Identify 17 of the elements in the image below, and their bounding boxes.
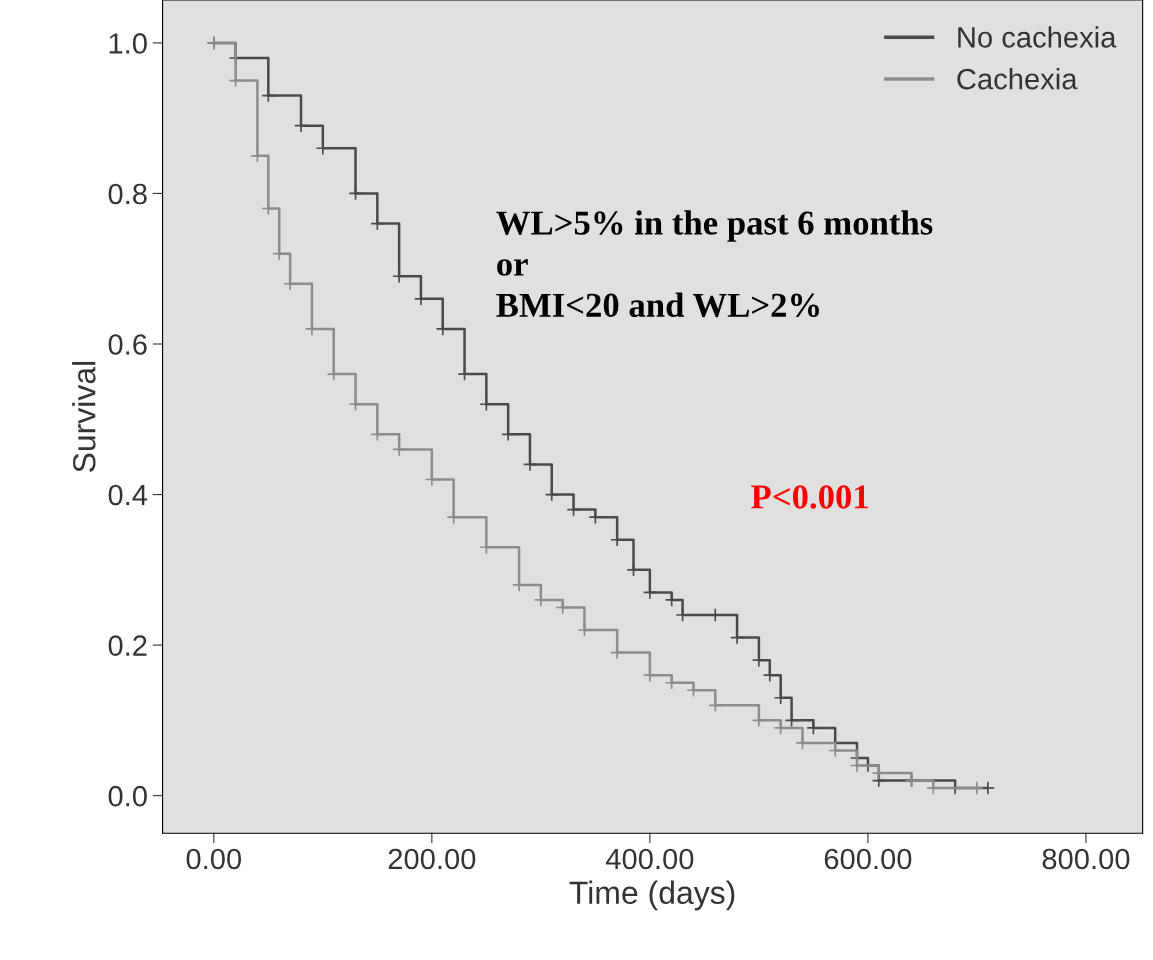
y-tick-label: 0.2 (108, 635, 147, 656)
x-tick-label: 600.00 (824, 848, 912, 870)
y-axis-title: Survival (72, 361, 96, 472)
x-tick-label: 0.00 (186, 848, 242, 870)
y-tick-label: 0.6 (108, 334, 147, 355)
annotation: P<0.001 (751, 485, 868, 509)
legend-label: Cachexia (957, 68, 1078, 90)
legend-label: No cachexia (958, 26, 1117, 48)
x-axis-title: Time (days) (569, 880, 735, 911)
y-tick-label: 0.0 (108, 785, 147, 807)
annotation: WL>5% in the past 6 months or BMI<20 and WL>2% (496, 210, 933, 318)
y-tick-label: 1.0 (109, 33, 147, 54)
x-tick-label: 800.00 (1042, 848, 1130, 870)
x-tick-label: 400.00 (605, 848, 694, 870)
x-tick-label: 200.00 (388, 848, 476, 870)
y-tick-label: 0.8 (108, 183, 147, 205)
y-tick-label: 0.4 (108, 484, 148, 506)
